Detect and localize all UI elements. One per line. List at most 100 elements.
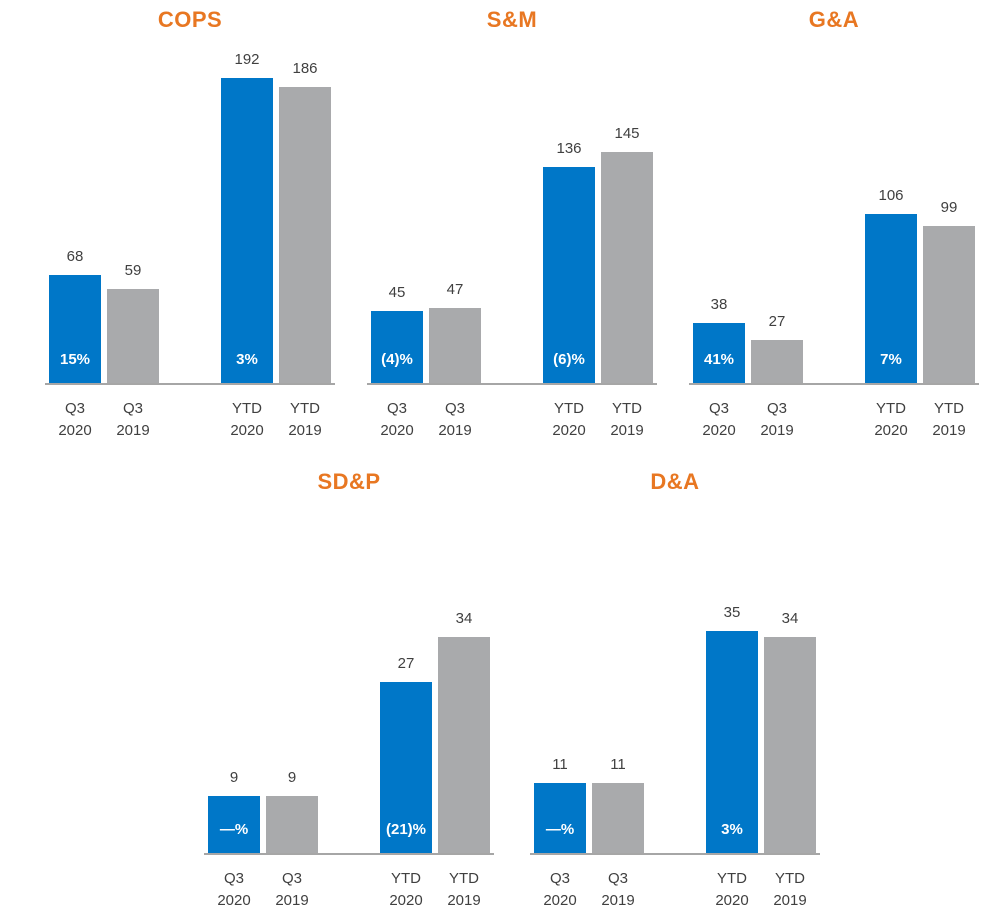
bar-column: 106 7%: [865, 187, 917, 383]
plot-area: 45 (4)% 47 136 (6)% 145: [367, 44, 657, 385]
quarter-group: 68 15% 59: [49, 248, 159, 383]
x-axis-labels: Q3 2020 Q3 2019 YTD 2020 YTD 2019: [530, 868, 820, 912]
x-axis-label-line1: Q3: [122, 400, 143, 417]
bar-prior-period: [107, 289, 159, 383]
label-group: YTD 2020 YTD 2019: [865, 398, 975, 442]
bar-column: 59: [107, 262, 159, 383]
quarter-group: 38 41% 27: [693, 296, 803, 383]
x-axis-label: YTD 2020: [706, 868, 758, 912]
quarter-group: 11 —% 11: [534, 756, 644, 853]
bar-prior-period: [764, 637, 816, 853]
bar-column: 145: [601, 125, 653, 383]
x-axis-label-line2: 2020: [702, 422, 736, 439]
bar-value-label: 38: [710, 296, 728, 313]
bar-value-label: 34: [781, 610, 799, 627]
pct-change-label: (21)%: [385, 821, 426, 838]
x-axis-label-line1: YTD: [717, 870, 747, 887]
label-group: YTD 2020 YTD 2019: [543, 398, 653, 442]
x-axis-label-line1: Q3: [281, 870, 302, 887]
x-axis-label-line2: 2020: [543, 892, 577, 909]
x-axis-label-line1: Q3: [766, 400, 787, 417]
ytd-group: 35 3% 34: [706, 604, 816, 853]
x-axis-label-line2: 2019: [447, 892, 481, 909]
bar-value-label: 34: [455, 610, 473, 627]
x-axis-label-line1: YTD: [612, 400, 642, 417]
bar-column: 34: [764, 610, 816, 853]
bar-value-label: 9: [287, 769, 297, 786]
x-axis-label: YTD 2020: [543, 398, 595, 442]
label-group: YTD 2020 YTD 2019: [706, 868, 816, 912]
label-group: YTD 2020 YTD 2019: [380, 868, 490, 912]
x-axis-label-line1: YTD: [391, 870, 421, 887]
chart-title: S&M: [486, 7, 538, 32]
plot-area: 9 —% 9 27 (21)% 34: [204, 506, 494, 855]
bar-current-period: 41%: [693, 323, 745, 383]
bar-value-label: 45: [388, 284, 406, 301]
x-axis-label: Q3 2020: [534, 868, 586, 912]
bar-current-period: (21)%: [380, 682, 432, 853]
bar-value-label: 47: [446, 281, 464, 298]
bar-value-label: 136: [556, 140, 582, 157]
x-axis-label-line1: Q3: [607, 870, 628, 887]
bar-value-label: 9: [229, 769, 239, 786]
bar-current-period: (6)%: [543, 167, 595, 383]
bar-column: 11: [592, 756, 644, 853]
bars-container: 38 41% 27 106 7% 99: [689, 44, 979, 383]
x-axis-label: YTD 2019: [438, 868, 490, 912]
chart-title: D&A: [650, 469, 700, 494]
x-axis-label-line1: YTD: [554, 400, 584, 417]
x-axis-label: YTD 2020: [865, 398, 917, 442]
x-axis-label: YTD 2019: [601, 398, 653, 442]
x-axis-label-line2: 2020: [380, 422, 414, 439]
x-axis-label: Q3 2019: [751, 398, 803, 442]
pct-change-label: —%: [545, 821, 575, 838]
bar-current-period: 3%: [221, 78, 273, 383]
x-axis-label-line2: 2019: [275, 892, 309, 909]
x-axis-label-line2: 2019: [760, 422, 794, 439]
x-axis-label: Q3 2019: [592, 868, 644, 912]
x-axis-label-line2: 2019: [116, 422, 150, 439]
bar-column: 68 15%: [49, 248, 101, 383]
bar-column: 9: [266, 769, 318, 853]
x-axis-label-line1: Q3: [386, 400, 407, 417]
bar-column: 136 (6)%: [543, 140, 595, 383]
bar-column: 34: [438, 610, 490, 853]
x-axis-label-line2: 2020: [552, 422, 586, 439]
x-axis-label-line2: 2019: [438, 422, 472, 439]
plot-area: 11 —% 11 35 3% 34: [530, 506, 820, 855]
quarter-group: 9 —% 9: [208, 769, 318, 853]
pct-change-label: (6)%: [553, 351, 585, 368]
x-axis-label-line1: Q3: [444, 400, 465, 417]
x-axis-label-line2: 2019: [601, 892, 635, 909]
chart-sd-and-p: SD&P 9 —% 9 27 (21)% 34 Q3 2020 Q3 2019 YTD 2020 YTD 2…: [204, 468, 494, 912]
chart-g-and-a: G&A 38 41% 27 106 7% 99 Q3 2020 Q3 2019 YTD 2020 YTD 2…: [689, 0, 979, 442]
pct-change-label: (4)%: [381, 351, 413, 368]
x-axis-label: Q3 2019: [429, 398, 481, 442]
x-axis-label-line2: 2020: [58, 422, 92, 439]
pct-change-label: 15%: [59, 351, 91, 368]
bar-column: 27 (21)%: [380, 655, 432, 853]
bar-prior-period: [438, 637, 490, 853]
bar-current-period: (4)%: [371, 311, 423, 383]
bar-value-label: 35: [723, 604, 741, 621]
bar-current-period: 7%: [865, 214, 917, 383]
top-chart-row: COPS 68 15% 59 192 3% 186 Q3 2020 Q3 2019 YTD 2020 YT…: [0, 0, 1008, 442]
x-axis-label: Q3 2019: [266, 868, 318, 912]
x-axis-label: YTD 2019: [764, 868, 816, 912]
x-axis-label-line1: Q3: [708, 400, 729, 417]
bar-column: 35 3%: [706, 604, 758, 853]
chart-s-and-m: S&M 45 (4)% 47 136 (6)% 145 Q3 2020 Q3 2019 YTD 2020…: [367, 0, 657, 442]
bar-current-period: —%: [534, 783, 586, 853]
pct-change-label: 7%: [880, 351, 902, 368]
pct-change-label: 3%: [236, 351, 258, 368]
plot-area: 38 41% 27 106 7% 99: [689, 44, 979, 385]
bars-container: 9 —% 9 27 (21)% 34: [204, 506, 494, 853]
x-axis-label-line2: 2020: [389, 892, 423, 909]
x-axis-label: YTD 2019: [279, 398, 331, 442]
bar-prior-period: [279, 87, 331, 383]
bar-column: 192 3%: [221, 51, 273, 383]
bar-value-label: 192: [234, 51, 260, 68]
bar-prior-period: [601, 152, 653, 383]
x-axis-label: Q3 2019: [107, 398, 159, 442]
bar-prior-period: [266, 796, 318, 853]
